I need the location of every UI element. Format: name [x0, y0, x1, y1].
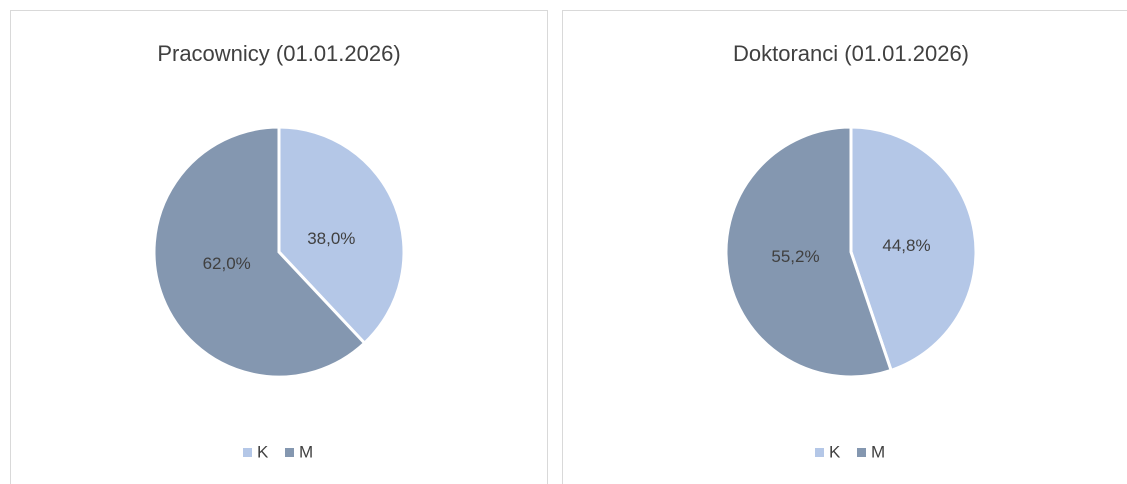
legend-swatch [285, 448, 294, 457]
legend-label: K [257, 442, 269, 461]
legend-label: M [871, 442, 885, 461]
chart-title: Pracownicy (01.01.2026) [157, 41, 400, 66]
legend-swatch [243, 448, 252, 457]
data-label: 44,8% [882, 236, 930, 255]
legend-label: K [829, 442, 841, 461]
pie-slice [724, 125, 894, 379]
pie-slice [277, 125, 406, 346]
legend-swatch [815, 448, 824, 457]
legend-label: M [299, 442, 313, 461]
legend-swatch [857, 448, 866, 457]
data-label: 62,0% [203, 254, 251, 273]
chart-title: Doktoranci (01.01.2026) [733, 41, 969, 66]
data-label: 38,0% [307, 229, 355, 248]
data-label: 55,2% [771, 247, 819, 266]
pie-slice [849, 125, 978, 373]
pie-slice [152, 125, 367, 379]
